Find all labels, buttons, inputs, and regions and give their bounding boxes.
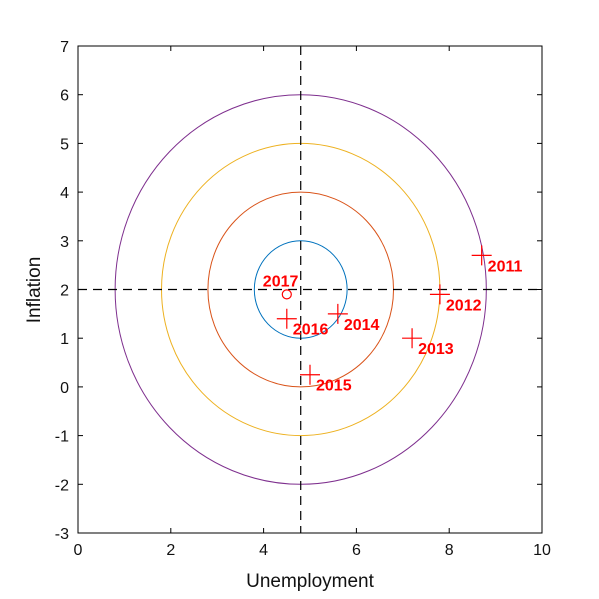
point-label-2011: 2011 <box>488 258 523 275</box>
point-label-2014: 2014 <box>344 317 380 334</box>
y-tick-label: 0 <box>60 380 69 397</box>
x-tick-label: 4 <box>259 542 268 559</box>
y-tick-label: -3 <box>55 526 69 543</box>
y-tick-label: -2 <box>55 477 69 494</box>
x-tick-label: 2 <box>166 542 175 559</box>
point-label-2013: 2013 <box>418 341 454 358</box>
point-label-2012: 2012 <box>446 297 482 314</box>
data-points: 2011 2012 2013 2014 2015 2016 2017 <box>263 245 523 395</box>
y-tick-label: 7 <box>60 39 69 56</box>
point-label-2016: 2016 <box>293 322 329 339</box>
reference-lines <box>78 46 542 533</box>
x-axis-title: Unemployment <box>246 571 374 592</box>
point-marker-2012 <box>429 284 450 305</box>
y-tick-label: 1 <box>60 331 69 348</box>
x-tick-label: 6 <box>352 542 361 559</box>
axis-ticks: 0 2 4 6 8 10 -3 -2 -1 0 1 2 3 4 5 6 7 <box>55 39 551 559</box>
point-label-2017: 2017 <box>263 273 299 290</box>
point-label-2015: 2015 <box>316 378 352 395</box>
point-marker-2013 <box>402 328 423 349</box>
x-tick-label: 0 <box>74 542 83 559</box>
y-tick-label: 5 <box>60 136 69 153</box>
x-tick-label: 10 <box>533 542 551 559</box>
y-tick-label: 3 <box>60 234 69 251</box>
point-marker-2017 <box>281 289 292 300</box>
y-axis-title: Inflation <box>24 257 45 324</box>
y-tick-label: 4 <box>60 185 69 202</box>
y-tick-label: -1 <box>55 429 69 446</box>
x-tick-label: 8 <box>445 542 454 559</box>
point-marker-2014 <box>327 303 348 324</box>
point-marker-2011 <box>471 245 492 266</box>
y-tick-label: 6 <box>60 88 69 105</box>
point-marker-2015 <box>300 364 320 385</box>
point-marker-2016 <box>276 308 297 329</box>
y-tick-label: 2 <box>60 283 69 300</box>
